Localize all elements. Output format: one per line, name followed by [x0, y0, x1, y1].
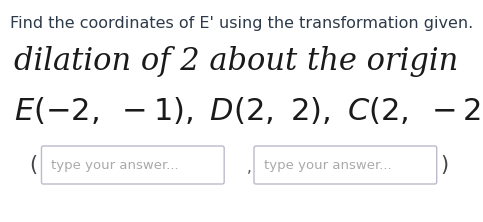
Text: (: ( [29, 155, 38, 175]
Text: dilation of 2 about the origin: dilation of 2 about the origin [14, 46, 458, 77]
Text: ): ) [440, 155, 449, 175]
FancyBboxPatch shape [42, 146, 224, 184]
Text: $E(-2,\ -1),\ D(2,\ 2),\ C(2,\ -2)$: $E(-2,\ -1),\ D(2,\ 2),\ C(2,\ -2)$ [14, 96, 483, 127]
Text: type your answer...: type your answer... [52, 159, 179, 172]
FancyBboxPatch shape [254, 146, 437, 184]
Text: ,: , [246, 159, 252, 174]
Text: Find the coordinates of E' using the transformation given.: Find the coordinates of E' using the tra… [10, 16, 473, 31]
Text: type your answer...: type your answer... [264, 159, 392, 172]
